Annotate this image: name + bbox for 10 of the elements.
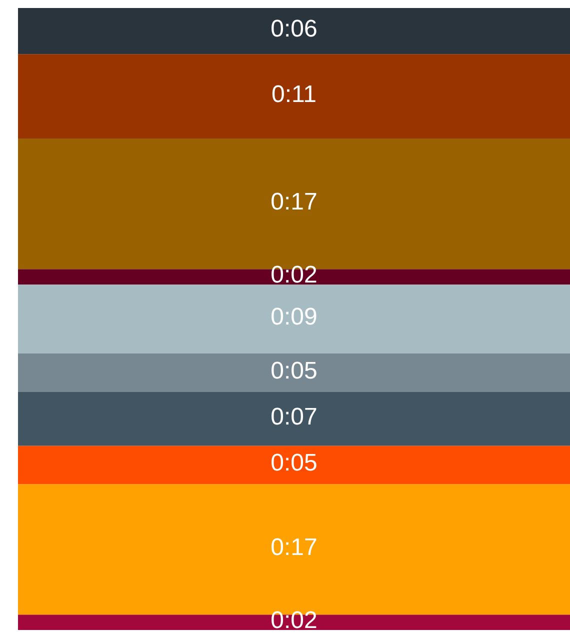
data-label: 0:05 — [270, 357, 318, 384]
data-label: 0:02 — [270, 606, 318, 634]
data-label: 0:17 — [270, 534, 318, 561]
data-label: 0:07 — [270, 403, 318, 430]
data-label: 0:17 — [270, 188, 318, 216]
data-label: 0:02 — [270, 261, 318, 288]
data-label: 0:11 — [272, 80, 316, 108]
data-label: 0:09 — [270, 304, 318, 330]
data-label: 0:06 — [270, 16, 318, 43]
data-label: 0:05 — [270, 449, 318, 476]
